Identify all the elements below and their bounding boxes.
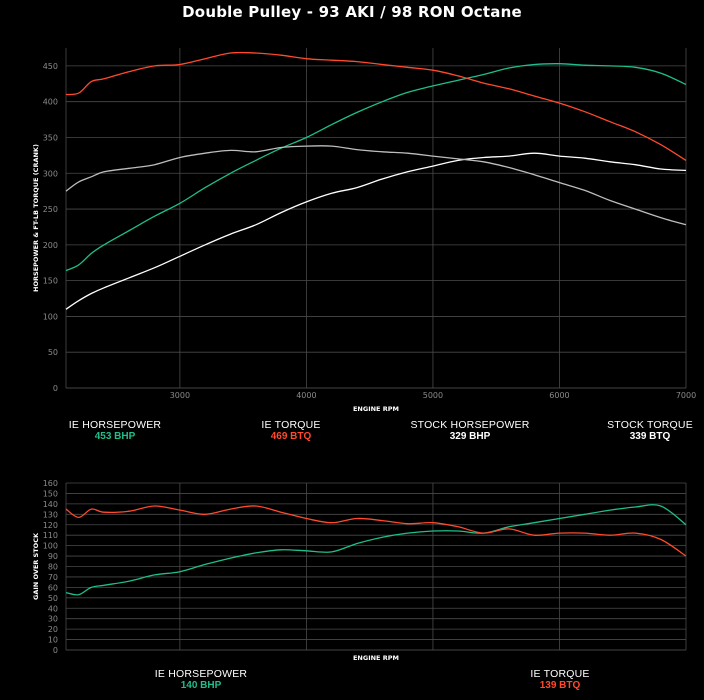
y-tick-label: 0 [53, 646, 58, 655]
legend-top-stock-torque: STOCK TORQUE 339 BTQ [590, 419, 704, 442]
y-tick-label: 160 [43, 479, 58, 488]
legend-value: 469 BTQ [270, 431, 312, 442]
x-axis-label: ENGINE RPM [353, 405, 399, 413]
x-tick-label: 5000 [423, 391, 443, 400]
legend-top-ie-horsepower: IE HORSEPOWER 453 BHP [60, 419, 170, 442]
y-tick-label: 250 [43, 205, 58, 214]
y-axis-label: HORSEPOWER & FT-LB TORQUE (CRANK) [32, 144, 40, 292]
y-tick-label: 120 [43, 521, 58, 530]
series-line-ie-horsepower [65, 504, 687, 596]
legend-value: 453 BHP [94, 431, 136, 442]
y-tick-label: 110 [43, 531, 58, 540]
y-tick-label: 10 [48, 636, 58, 645]
series-line-ie-horsepower [65, 63, 687, 272]
y-tick-label: 130 [43, 510, 58, 519]
y-tick-label: 50 [48, 594, 58, 603]
y-tick-label: 400 [43, 98, 58, 107]
legend-value: 339 BTQ [629, 431, 671, 442]
y-axis-label: GAIN OVER STOCK [32, 532, 40, 600]
legend-top-stock-horsepower: STOCK HORSEPOWER 329 BHP [410, 419, 530, 442]
y-tick-label: 150 [43, 277, 58, 286]
y-tick-label: 70 [48, 573, 58, 582]
y-tick-label: 150 [43, 489, 58, 498]
x-tick-label: 4000 [296, 391, 316, 400]
legend-name: STOCK TORQUE [607, 419, 693, 431]
y-tick-label: 450 [43, 62, 58, 71]
legend-top-ie-torque: IE TORQUE 469 BTQ [236, 419, 346, 442]
legend-name: IE TORQUE [530, 668, 590, 680]
x-tick-label: 6000 [549, 391, 569, 400]
y-tick-label: 80 [48, 563, 58, 572]
chart-power-torque: 0 50 100 150 200 250 300 350 400 450 3000 4000 5000 6… [32, 48, 696, 413]
legend-name: STOCK HORSEPOWER [410, 419, 530, 431]
legend-bottom-ie-horsepower: IE HORSEPOWER 140 BHP [146, 668, 256, 691]
y-tick-label: 90 [48, 552, 58, 561]
legend-bottom-ie-torque: IE TORQUE 139 BTQ [505, 668, 615, 691]
x-tick-label: 7000 [676, 391, 696, 400]
y-tick-label: 20 [48, 625, 58, 634]
y-tick-label: 200 [43, 241, 58, 250]
y-tick-label: 300 [43, 169, 58, 178]
y-tick-label: 100 [43, 542, 58, 551]
series-line-stock-torque [65, 145, 687, 226]
page-title: Double Pulley - 93 AKI / 98 RON Octane [182, 3, 522, 21]
series-line-ie-torque [65, 505, 687, 557]
legend-value: 140 BHP [180, 680, 222, 691]
series-line-ie-torque [65, 51, 687, 161]
y-tick-label: 100 [43, 312, 58, 321]
y-tick-label: 350 [43, 133, 58, 142]
y-tick-label: 60 [48, 583, 58, 592]
y-tick-label: 140 [43, 500, 58, 509]
y-tick-label: 40 [48, 604, 58, 613]
legend-name: IE TORQUE [261, 419, 321, 431]
legend-name: IE HORSEPOWER [154, 668, 248, 680]
y-tick-label: 50 [48, 348, 58, 357]
y-tick-label: 30 [48, 615, 58, 624]
y-tick-label: 0 [53, 384, 58, 393]
legend-value: 139 BTQ [539, 680, 581, 691]
legend-name: IE HORSEPOWER [68, 419, 162, 431]
x-tick-label: 3000 [170, 391, 190, 400]
legend-value: 329 BHP [449, 431, 491, 442]
series-line-stock-horsepower [65, 152, 687, 310]
x-axis-label: ENGINE RPM [353, 654, 399, 662]
